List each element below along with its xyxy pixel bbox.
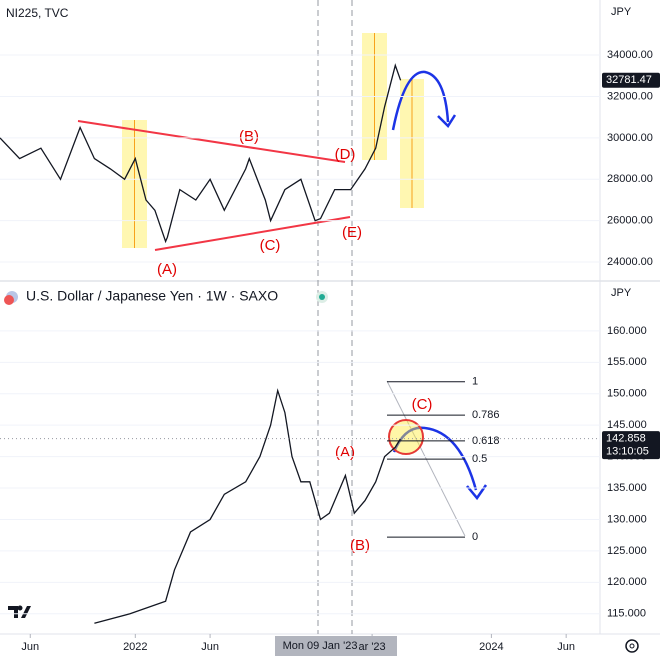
crosshair-date: Mon 09 Jan '23 (283, 640, 358, 652)
chart-title: NI225, TVC (6, 6, 69, 20)
highlight-circle (388, 419, 424, 455)
fib-level-label: 0.5 (472, 453, 487, 465)
price-line (94, 388, 402, 624)
y-tick-label: 120.000 (607, 576, 647, 588)
settings-button[interactable] (629, 643, 635, 649)
projection-arrow (392, 426, 478, 491)
fib-level-label: 0.618 (472, 435, 500, 447)
wave-label: (B) (239, 128, 259, 145)
logo (8, 606, 31, 618)
y-tick-label: 24000.00 (607, 256, 653, 268)
y-tick-label: 130.000 (607, 513, 647, 525)
countdown: 13:10:05 (606, 446, 649, 458)
logo (17, 605, 23, 611)
last-price-box (602, 431, 660, 460)
status-icon (319, 294, 325, 300)
crosshair-date-box (275, 636, 397, 656)
chart-title: U.S. Dollar / Japanese Yen · 1W · SAXO (26, 288, 278, 304)
symbol-icon (4, 295, 14, 305)
y-tick-label: 32000.00 (607, 90, 653, 102)
wave-label: (C) (260, 237, 281, 254)
x-tick-label: Jun (557, 641, 575, 653)
y-tick-label: 160.000 (607, 325, 647, 337)
y-tick-label: 145.000 (607, 419, 647, 431)
fib-level-label: 1 (472, 376, 478, 388)
y-tick-label: 150.000 (607, 388, 647, 400)
x-tick-label: 2024 (479, 641, 503, 653)
wave-label: (E) (342, 224, 362, 241)
wave-label: (C) (412, 396, 433, 413)
x-tick-label: Jun (21, 641, 39, 653)
y-tick-label: 135.000 (607, 482, 647, 494)
last-price-label: 32781.47 (606, 74, 652, 86)
arrow-head (466, 484, 488, 501)
price-line (0, 63, 402, 244)
currency-label: JPY (611, 6, 632, 18)
arrow-head (437, 114, 457, 128)
y-tick-label: 30000.00 (607, 132, 653, 144)
x-tick-label: ar '23 (359, 641, 386, 653)
triangle-line (77, 120, 346, 163)
last-price-box (602, 72, 660, 88)
y-tick-label: 115.000 (607, 608, 646, 620)
y-tick-label: 125.000 (607, 545, 647, 557)
projection-arrow (391, 70, 450, 131)
y-tick-label: 155.000 (607, 356, 647, 368)
x-tick-label: 2022 (123, 641, 147, 653)
y-tick-label: 26000.00 (607, 215, 653, 227)
wave-label: (A) (335, 444, 355, 461)
settings-button[interactable] (625, 639, 639, 653)
currency-label: JPY (611, 287, 632, 299)
fib-level-label: 0.786 (472, 409, 500, 421)
last-price-label: 142.858 (606, 433, 646, 445)
fib-trend-line (386, 380, 466, 537)
fib-level-label: 0 (472, 531, 478, 543)
wave-label: (B) (350, 537, 370, 554)
wave-label: (A) (157, 261, 177, 278)
triangle-line (154, 216, 351, 251)
y-tick-label: 28000.00 (607, 173, 653, 185)
x-tick-label: Jun (201, 641, 219, 653)
wave-label: (D) (335, 146, 356, 163)
y-tick-label: 34000.00 (607, 49, 653, 61)
